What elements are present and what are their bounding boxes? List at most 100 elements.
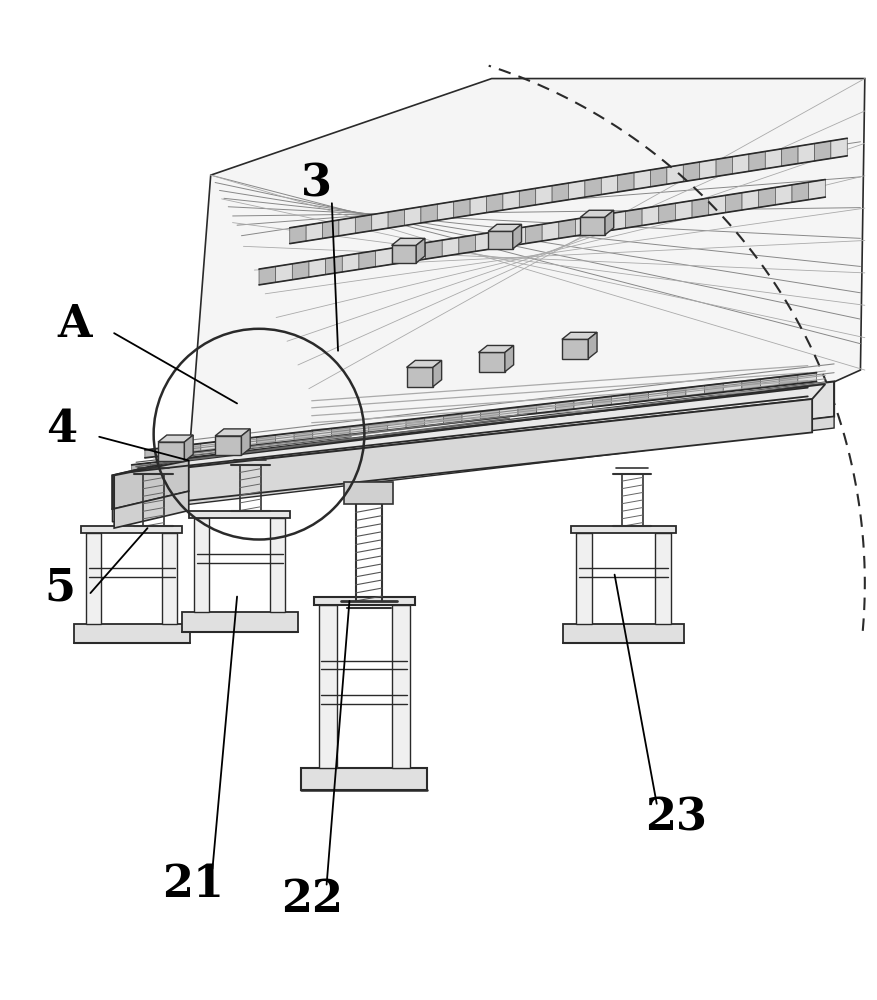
Polygon shape xyxy=(114,491,189,528)
Polygon shape xyxy=(342,253,359,272)
Polygon shape xyxy=(731,154,748,174)
Polygon shape xyxy=(215,436,241,455)
Polygon shape xyxy=(339,217,355,236)
Polygon shape xyxy=(394,433,413,443)
Polygon shape xyxy=(359,251,375,269)
Polygon shape xyxy=(375,435,394,445)
Polygon shape xyxy=(741,190,758,210)
Polygon shape xyxy=(416,238,424,263)
Polygon shape xyxy=(357,437,375,447)
Polygon shape xyxy=(387,420,406,430)
Polygon shape xyxy=(314,597,414,605)
Polygon shape xyxy=(488,422,507,432)
Polygon shape xyxy=(413,431,431,440)
Polygon shape xyxy=(150,461,169,470)
Polygon shape xyxy=(469,196,486,215)
Polygon shape xyxy=(481,409,499,420)
Text: 23: 23 xyxy=(645,796,706,839)
Polygon shape xyxy=(512,224,521,249)
Polygon shape xyxy=(724,193,741,213)
Polygon shape xyxy=(338,439,357,449)
Polygon shape xyxy=(741,379,759,390)
Polygon shape xyxy=(392,605,410,768)
Polygon shape xyxy=(685,386,704,396)
Polygon shape xyxy=(518,188,535,207)
Polygon shape xyxy=(638,405,657,415)
Polygon shape xyxy=(368,422,387,432)
Polygon shape xyxy=(552,183,568,202)
Polygon shape xyxy=(478,345,513,352)
Polygon shape xyxy=(708,195,724,215)
Polygon shape xyxy=(682,162,699,182)
Polygon shape xyxy=(114,399,811,509)
Polygon shape xyxy=(558,219,574,238)
Polygon shape xyxy=(194,518,210,612)
Polygon shape xyxy=(699,159,716,179)
Polygon shape xyxy=(475,232,492,251)
Polygon shape xyxy=(601,409,619,419)
Polygon shape xyxy=(442,237,459,256)
Polygon shape xyxy=(478,352,504,372)
Polygon shape xyxy=(459,235,475,254)
Polygon shape xyxy=(169,458,188,468)
Polygon shape xyxy=(814,141,830,161)
Polygon shape xyxy=(507,420,525,430)
Text: 5: 5 xyxy=(44,566,75,609)
Polygon shape xyxy=(617,173,633,192)
Text: 3: 3 xyxy=(300,162,332,205)
Polygon shape xyxy=(355,215,371,233)
Polygon shape xyxy=(830,138,846,158)
Polygon shape xyxy=(517,405,536,415)
Polygon shape xyxy=(580,217,604,235)
Polygon shape xyxy=(132,463,150,472)
Polygon shape xyxy=(492,230,509,249)
Polygon shape xyxy=(432,360,441,387)
Polygon shape xyxy=(545,416,563,426)
Polygon shape xyxy=(309,259,325,277)
Polygon shape xyxy=(312,428,332,439)
Text: 22: 22 xyxy=(281,878,342,921)
Polygon shape xyxy=(788,388,807,398)
Polygon shape xyxy=(610,394,630,405)
Polygon shape xyxy=(561,332,596,339)
Polygon shape xyxy=(241,429,250,455)
Polygon shape xyxy=(350,424,368,435)
Polygon shape xyxy=(633,170,650,189)
Polygon shape xyxy=(488,224,521,231)
Polygon shape xyxy=(275,433,294,443)
Polygon shape xyxy=(691,198,708,218)
Polygon shape xyxy=(769,390,788,401)
Polygon shape xyxy=(161,533,177,624)
Polygon shape xyxy=(114,384,824,475)
Polygon shape xyxy=(601,175,617,195)
Polygon shape xyxy=(112,458,189,509)
Polygon shape xyxy=(536,403,555,413)
Polygon shape xyxy=(409,243,425,262)
Polygon shape xyxy=(225,452,244,461)
Polygon shape xyxy=(431,428,451,438)
Polygon shape xyxy=(619,407,638,417)
Polygon shape xyxy=(259,266,275,285)
Polygon shape xyxy=(325,256,342,275)
Polygon shape xyxy=(657,403,675,413)
Polygon shape xyxy=(488,231,512,249)
Polygon shape xyxy=(641,206,658,225)
Polygon shape xyxy=(568,180,584,200)
Polygon shape xyxy=(562,624,683,643)
Polygon shape xyxy=(808,180,824,200)
Polygon shape xyxy=(563,413,581,424)
Polygon shape xyxy=(453,199,469,218)
Polygon shape xyxy=(758,187,774,207)
Polygon shape xyxy=(114,460,189,509)
Text: 4: 4 xyxy=(46,408,77,451)
Polygon shape xyxy=(319,441,338,451)
Polygon shape xyxy=(404,207,420,226)
Polygon shape xyxy=(344,482,393,504)
Polygon shape xyxy=(371,212,388,231)
Polygon shape xyxy=(561,339,588,359)
Polygon shape xyxy=(437,201,453,220)
Polygon shape xyxy=(509,227,525,246)
Polygon shape xyxy=(275,264,292,282)
Polygon shape xyxy=(244,450,263,459)
Polygon shape xyxy=(158,442,184,461)
